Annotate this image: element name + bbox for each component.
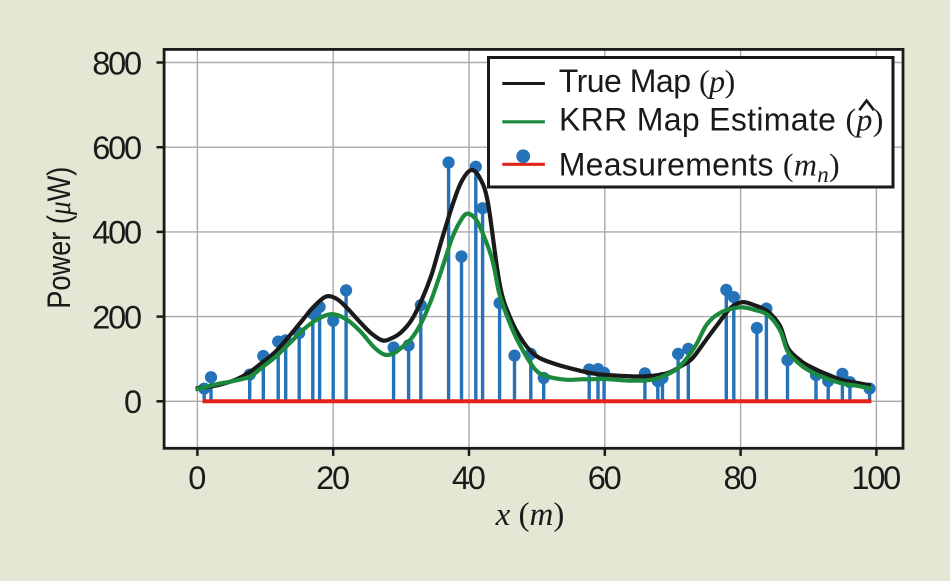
svg-text:20: 20	[316, 460, 349, 496]
svg-text:40: 40	[452, 460, 485, 496]
svg-text:400: 400	[92, 215, 141, 251]
svg-text:60: 60	[588, 460, 621, 496]
svg-text:800: 800	[92, 45, 141, 81]
svg-text:200: 200	[92, 299, 141, 335]
svg-text:True Map (p): True Map (p)	[559, 63, 736, 99]
svg-text:80: 80	[724, 460, 757, 496]
svg-text:0: 0	[124, 384, 141, 420]
svg-text:Measurements (mn): Measurements (mn)	[559, 146, 840, 187]
svg-text:100: 100	[851, 460, 900, 496]
svg-text:600: 600	[92, 130, 141, 166]
svg-text:KRR Map Estimate (p): KRR Map Estimate (p)	[559, 102, 883, 138]
svg-text:0: 0	[188, 460, 205, 496]
svg-text:Power (μW): Power (μW)	[41, 167, 77, 309]
svg-text:x (m): x (m)	[495, 497, 565, 533]
